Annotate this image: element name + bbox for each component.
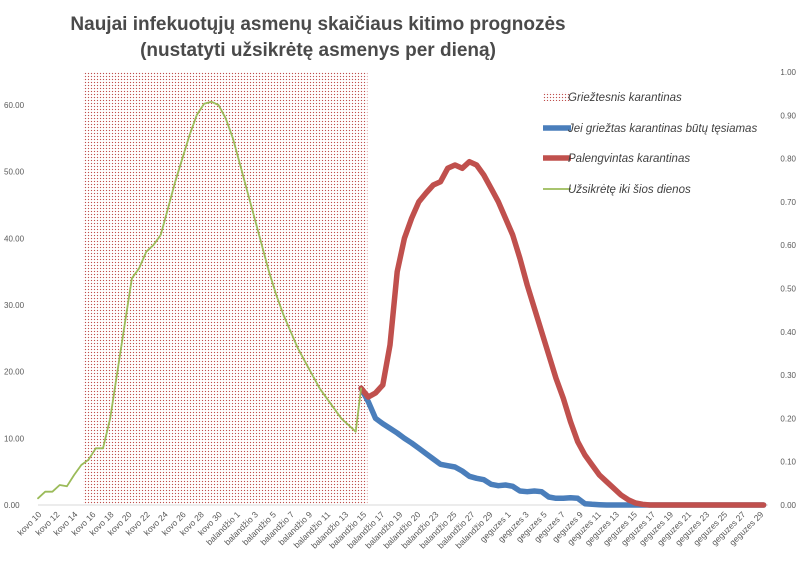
right-axis-tick-label: 0.80 xyxy=(780,155,796,164)
legend-label-0: Jei griežtas karantinas būtų tęsiamas xyxy=(567,123,757,135)
legend-label-2: Užsikrėtę iki šios dienos xyxy=(568,184,691,196)
left-axis-tick-label: 60.00 xyxy=(4,101,25,110)
series-line-0 xyxy=(358,385,767,508)
right-axis-tick-label: 0.60 xyxy=(780,241,796,250)
left-axis-tick-label: 50.00 xyxy=(4,168,25,177)
left-axis-tick-label: 10.00 xyxy=(4,434,25,443)
right-axis-tick-label: 0.70 xyxy=(780,198,796,207)
legend-label-1: Palengvintas karantinas xyxy=(568,153,690,165)
right-axis-tick-label: 0.30 xyxy=(780,371,796,380)
chart-title-line1: Naujai infekuotųjų asmenų skaičiaus kiti… xyxy=(70,14,565,35)
right-axis-tick-label: 0.90 xyxy=(780,111,796,120)
right-axis-tick-label: 0.10 xyxy=(780,458,796,467)
right-axis-tick-label: 1.00 xyxy=(780,68,796,77)
right-axis-tick-label: 0.20 xyxy=(780,414,796,423)
series-line-2 xyxy=(37,100,363,500)
legend-label-shaded: Griežtesnis karantinas xyxy=(568,92,682,104)
chart-title-line2: (nustatyti užsikrėtę asmenys per dieną) xyxy=(140,40,496,61)
legend-swatch-shaded xyxy=(543,92,571,101)
left-axis-tick-label: 0.00 xyxy=(4,501,20,510)
shaded-region xyxy=(83,72,368,505)
right-axis-tick-label: 0.50 xyxy=(780,285,796,294)
right-axis-tick-label: 0.40 xyxy=(780,328,796,337)
right-axis-tick-label: 0.00 xyxy=(780,501,796,510)
series-line-1 xyxy=(358,158,767,508)
left-axis-tick-label: 20.00 xyxy=(4,368,25,377)
left-axis-tick-label: 30.00 xyxy=(4,301,25,310)
left-axis-tick-label: 40.00 xyxy=(4,234,25,243)
